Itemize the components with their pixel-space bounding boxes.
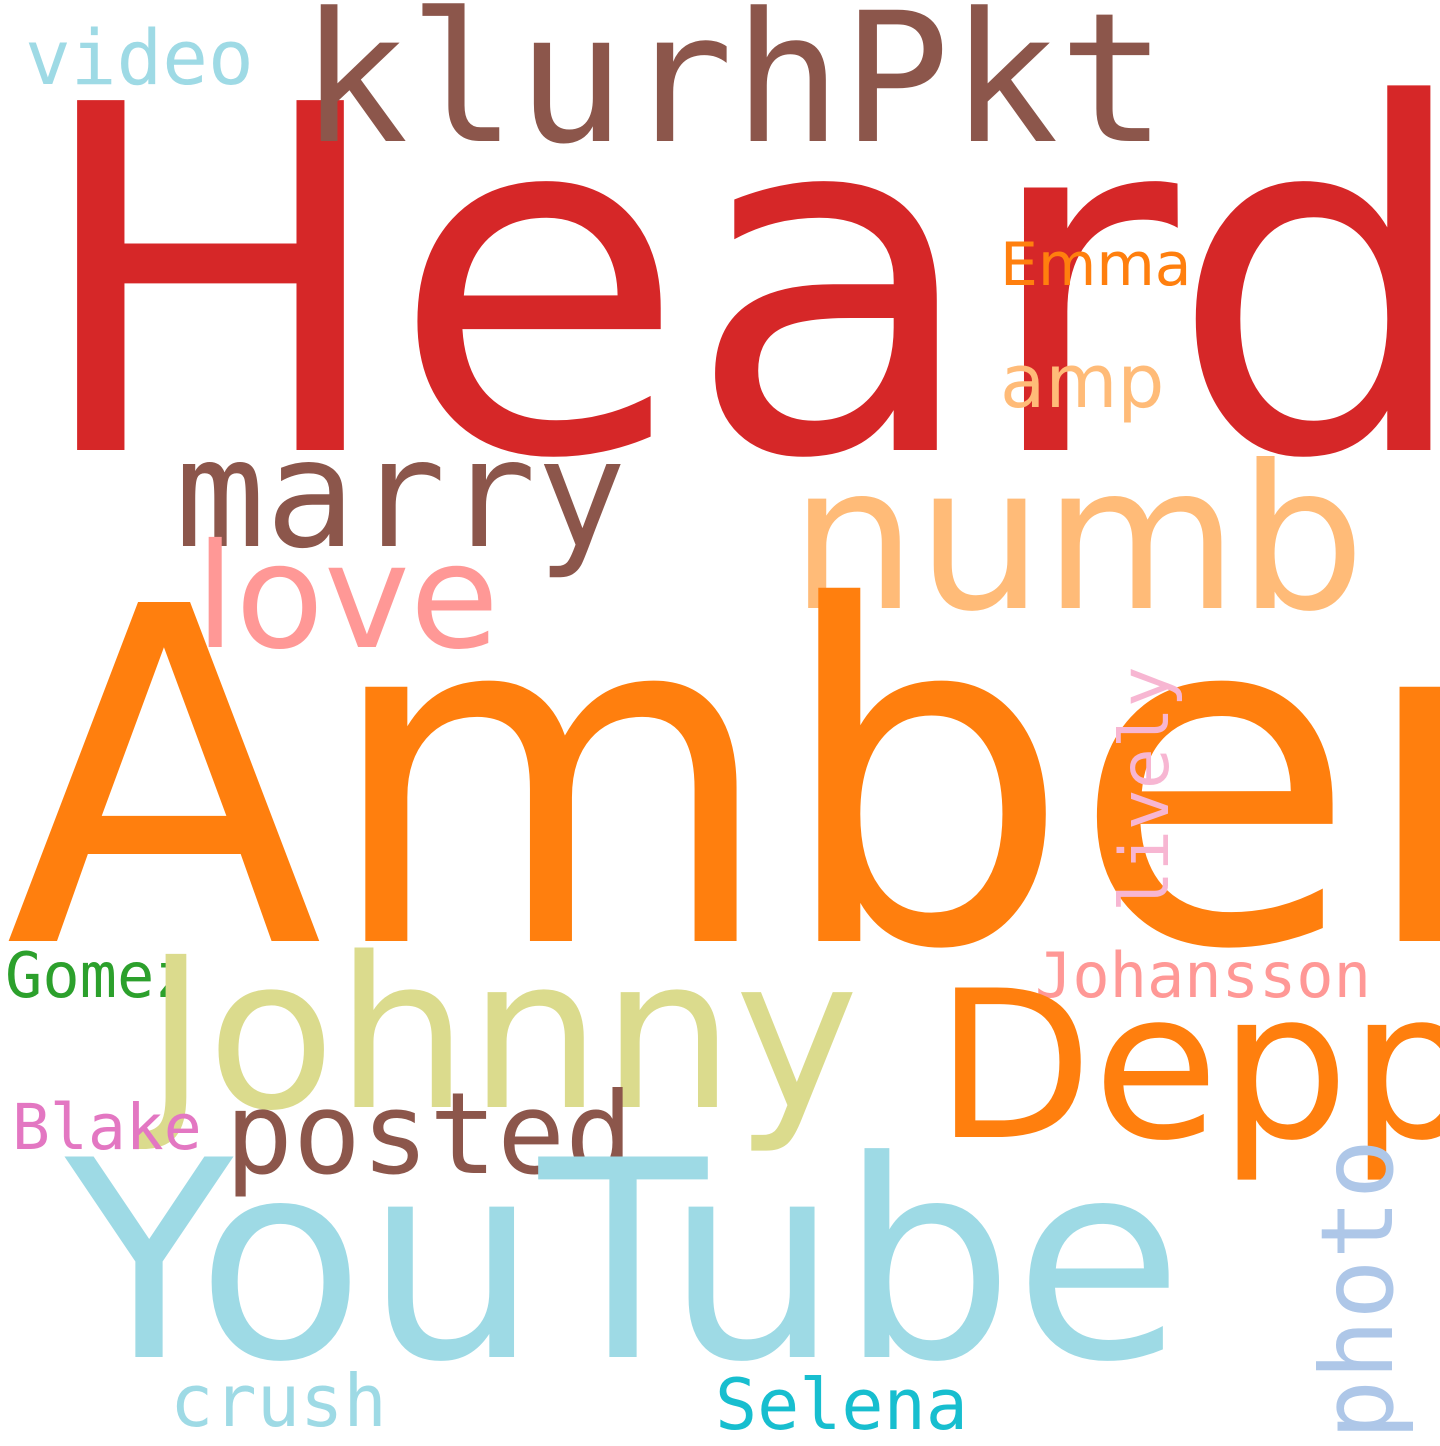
word-love: love	[195, 513, 500, 682]
word-emma: Emma	[1000, 230, 1192, 300]
word-youtube: YouTube	[65, 1102, 1184, 1422]
word-posted: posted	[225, 1068, 634, 1200]
word-heard: Heard	[30, 5, 1440, 564]
word-selena: Selena	[715, 1364, 968, 1446]
word-video: video	[25, 13, 254, 102]
word-lively: lively	[1106, 666, 1185, 912]
word-amp: amp	[1000, 339, 1165, 425]
word-photo: photo	[1299, 1138, 1416, 1440]
word-depp: Depp	[935, 948, 1440, 1186]
word-johnny: Johnny	[145, 912, 859, 1157]
word-marry: marry	[175, 408, 627, 582]
word-gomez: Gomez	[5, 939, 192, 1012]
word-amber: Amber	[5, 509, 1440, 1051]
word-crush: crush	[170, 1359, 387, 1443]
word-klurhpkt: klurhPkt	[300, 0, 1167, 184]
word-numb: numb	[790, 423, 1366, 656]
word-blake: Blake	[12, 1091, 202, 1164]
word-johansson: Johansson	[1035, 939, 1371, 1012]
